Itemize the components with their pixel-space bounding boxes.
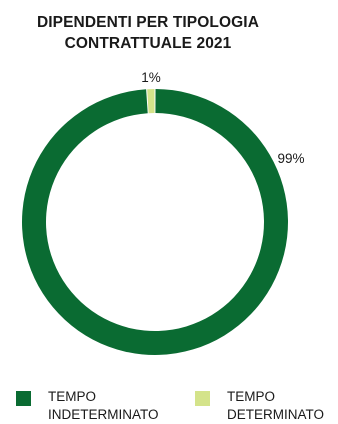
legend-swatch-tempo-indeterminato xyxy=(16,391,31,406)
slice-value-label-tempo-determinato: 1% xyxy=(141,70,161,85)
slice-value-label-tempo-indeterminato: 99% xyxy=(277,151,304,166)
chart-title: DIPENDENTI PER TIPOLOGIA CONTRATTUALE 20… xyxy=(0,12,296,54)
donut-slice-tempo-indeterminato xyxy=(22,89,289,356)
legend-label-tempo-determinato: TEMPO DETERMINATO xyxy=(227,389,325,422)
chart-title-line-2: CONTRATTUALE 2021 xyxy=(64,35,232,52)
slice-labels: 99% 1% xyxy=(141,70,304,166)
legend-item-tempo-indeterminato: TEMPO INDETERMINATO xyxy=(16,388,159,424)
legend-swatch-tempo-determinato xyxy=(195,391,210,406)
legend-item-tempo-determinato: TEMPO DETERMINATO xyxy=(195,388,324,424)
donut-slices xyxy=(22,89,289,356)
donut-slice-tempo-determinato xyxy=(147,89,155,114)
legend-label-tempo-indeterminato: TEMPO INDETERMINATO xyxy=(48,389,159,422)
chart-title-line-1: DIPENDENTI PER TIPOLOGIA xyxy=(36,14,259,31)
